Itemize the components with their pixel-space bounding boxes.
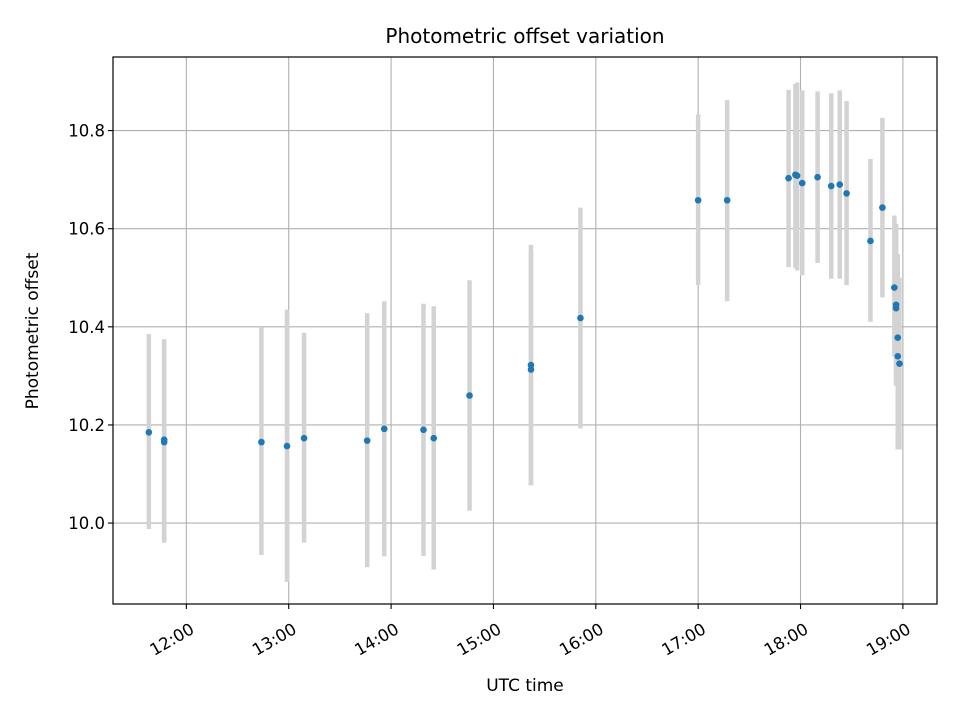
data-point bbox=[160, 438, 168, 446]
data-point bbox=[723, 196, 731, 204]
data-point bbox=[843, 190, 850, 197]
data-point bbox=[892, 304, 900, 312]
data-point bbox=[300, 434, 308, 442]
data-point bbox=[283, 442, 291, 450]
data-point bbox=[798, 179, 806, 187]
data-point bbox=[814, 173, 821, 181]
y-tick-label: 10.8 bbox=[68, 122, 105, 141]
plot-frame bbox=[112, 56, 938, 605]
data-point bbox=[430, 434, 438, 442]
data-point bbox=[145, 428, 153, 436]
data-point bbox=[466, 392, 473, 399]
data-point bbox=[577, 314, 584, 322]
y-tick-label: 10.6 bbox=[68, 220, 105, 239]
y-axis-ticks: 10.0 10.2 10.4 10.6 10.8 bbox=[68, 122, 113, 533]
data-point bbox=[867, 237, 874, 245]
data-point bbox=[694, 196, 702, 204]
data-point bbox=[363, 437, 371, 444]
data-point bbox=[793, 172, 801, 180]
data-point bbox=[896, 360, 903, 367]
data-point bbox=[258, 438, 265, 446]
data-point bbox=[827, 182, 835, 190]
y-tick-label: 10.4 bbox=[68, 318, 105, 337]
data-point bbox=[879, 204, 886, 211]
data-point bbox=[894, 352, 902, 360]
data-point bbox=[891, 284, 898, 291]
x-axis-label: UTC time bbox=[486, 676, 564, 696]
data-point bbox=[894, 334, 902, 341]
y-tick-label: 10.0 bbox=[68, 514, 105, 533]
y-tick-label: 10.2 bbox=[68, 416, 105, 435]
data-points bbox=[145, 171, 903, 450]
data-point bbox=[836, 181, 844, 188]
data-point bbox=[785, 174, 792, 182]
chart-title: Photometric offset variation bbox=[385, 24, 664, 48]
data-point bbox=[420, 426, 427, 434]
data-point bbox=[380, 425, 388, 433]
y-axis-label: Photometric offset bbox=[23, 252, 43, 409]
data-point bbox=[527, 366, 535, 373]
